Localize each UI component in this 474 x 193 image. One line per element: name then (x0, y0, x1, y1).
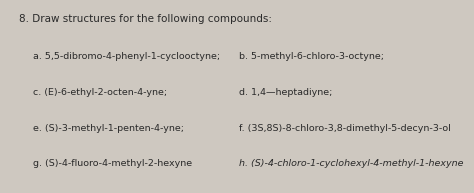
Text: c. (E)-6-ethyl-2-octen-4-yne;: c. (E)-6-ethyl-2-octen-4-yne; (33, 88, 167, 97)
Text: h. (S)-4-chloro-1-cyclohexyl-4-methyl-1-hexyne: h. (S)-4-chloro-1-cyclohexyl-4-methyl-1-… (239, 159, 464, 168)
Text: e. (S)-3-methyl-1-penten-4-yne;: e. (S)-3-methyl-1-penten-4-yne; (33, 124, 184, 133)
Text: g. (S)-4-fluoro-4-methyl-2-hexyne: g. (S)-4-fluoro-4-methyl-2-hexyne (33, 159, 192, 168)
Text: d. 1,4—heptadiyne;: d. 1,4—heptadiyne; (239, 88, 333, 97)
Text: f. (3S,8S)-8-chloro-3,8-dimethyl-5-decyn-3-ol: f. (3S,8S)-8-chloro-3,8-dimethyl-5-decyn… (239, 124, 451, 133)
Text: b. 5-methyl-6-chloro-3-octyne;: b. 5-methyl-6-chloro-3-octyne; (239, 52, 384, 61)
Text: 8. Draw structures for the following compounds:: 8. Draw structures for the following com… (19, 14, 272, 24)
Text: a. 5,5-dibromo-4-phenyl-1-cyclooctyne;: a. 5,5-dibromo-4-phenyl-1-cyclooctyne; (33, 52, 220, 61)
